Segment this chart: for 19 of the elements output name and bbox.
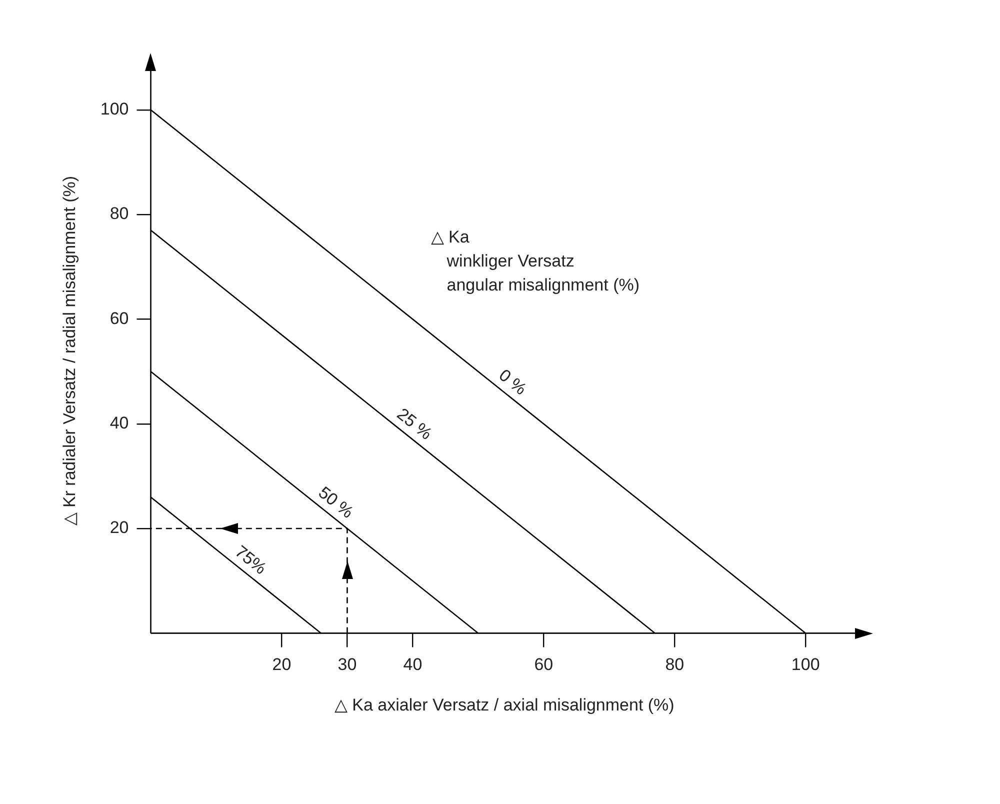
y-tick-label: 40	[110, 414, 129, 433]
annotation: 50 %	[314, 482, 357, 522]
y-tick-label: 80	[110, 204, 129, 224]
annotation: 0 %	[495, 366, 530, 399]
y-tick-label: 20	[110, 518, 129, 538]
annotation: angular misalignment (%)	[446, 276, 640, 295]
x-tick-label: 80	[665, 655, 684, 674]
x-tick-label: 20	[272, 655, 292, 674]
x-tick-label: 40	[403, 655, 422, 674]
x-tick-label: 100	[791, 655, 820, 674]
y-axis-title: △ Kr radialer Versatz / radial misalignment (%)	[60, 176, 79, 526]
y-tick-label: 100	[100, 100, 129, 119]
y-tick-label: 60	[110, 308, 129, 328]
x-axis-title: △ Ka axialer Versatz / axial misalignment (%)	[334, 695, 674, 714]
annotation: 25 %	[393, 404, 436, 444]
x-tick-label: 30	[338, 655, 357, 674]
annotation: △ Ka	[430, 228, 470, 247]
x-tick-label: 60	[534, 655, 554, 674]
annotation: winkliger Versatz	[446, 252, 574, 271]
